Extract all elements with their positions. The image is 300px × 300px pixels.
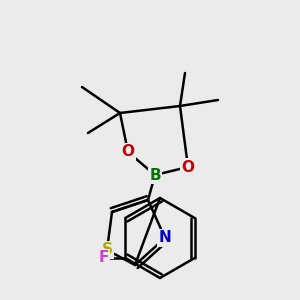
Text: N: N: [159, 230, 171, 245]
Text: O: O: [122, 145, 134, 160]
Text: F: F: [98, 250, 109, 266]
Text: B: B: [149, 167, 161, 182]
Text: O: O: [182, 160, 194, 175]
Text: S: S: [101, 242, 112, 257]
